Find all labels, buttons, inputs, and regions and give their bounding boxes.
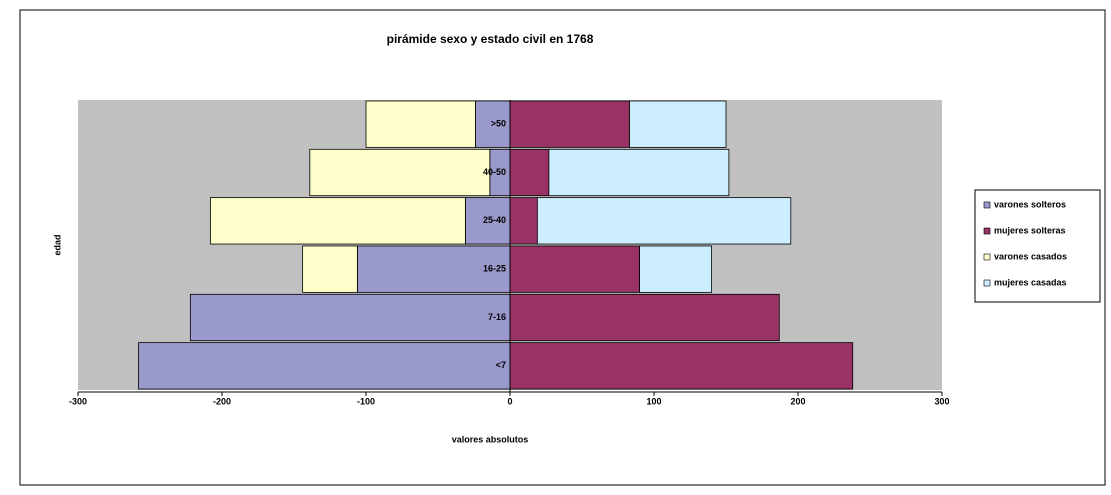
bar: [302, 245, 358, 293]
legend-swatch: [983, 201, 991, 209]
legend: [974, 189, 1101, 303]
bar: [509, 197, 538, 245]
bar: [509, 293, 780, 342]
x-tick-label: 0: [507, 396, 512, 406]
bar: [509, 342, 854, 390]
y-axis-label: edad: [52, 234, 62, 255]
y-tick-label: <7: [496, 360, 506, 370]
bar: [536, 197, 792, 245]
legend-swatch: [983, 227, 991, 235]
bar: [629, 100, 727, 148]
legend-label: varones solteros: [994, 199, 1066, 209]
y-tick-label: 25-40: [483, 215, 506, 225]
bar: [509, 245, 641, 293]
x-tick-label: -300: [69, 396, 87, 406]
bar: [509, 148, 550, 197]
legend-swatch: [983, 279, 991, 287]
legend-swatch: [983, 253, 991, 261]
x-tick-label: 300: [934, 396, 949, 406]
bar: [548, 148, 730, 197]
bar: [189, 293, 511, 342]
bar: [365, 100, 476, 148]
x-axis-label: valores absolutos: [452, 434, 529, 444]
y-tick-label: 16-25: [483, 264, 506, 274]
x-tick-label: -200: [213, 396, 231, 406]
legend-label: varones casados: [994, 251, 1067, 261]
bar: [509, 100, 630, 148]
y-tick-label: >50: [491, 119, 506, 129]
legend-label: mujeres solteras: [994, 225, 1066, 235]
chart-title: pirámide sexo y estado civil en 1768: [387, 32, 594, 46]
bar: [138, 342, 511, 390]
y-tick-label: 40-50: [483, 167, 506, 177]
bar: [210, 197, 466, 245]
y-tick-label: 7-16: [488, 312, 506, 322]
x-tick-label: -100: [357, 396, 375, 406]
x-tick-label: 100: [646, 396, 661, 406]
bar: [464, 197, 511, 245]
legend-label: mujeres casadas: [994, 277, 1067, 287]
bar: [639, 245, 712, 293]
x-tick-label: 200: [790, 396, 805, 406]
bar: [309, 148, 491, 197]
